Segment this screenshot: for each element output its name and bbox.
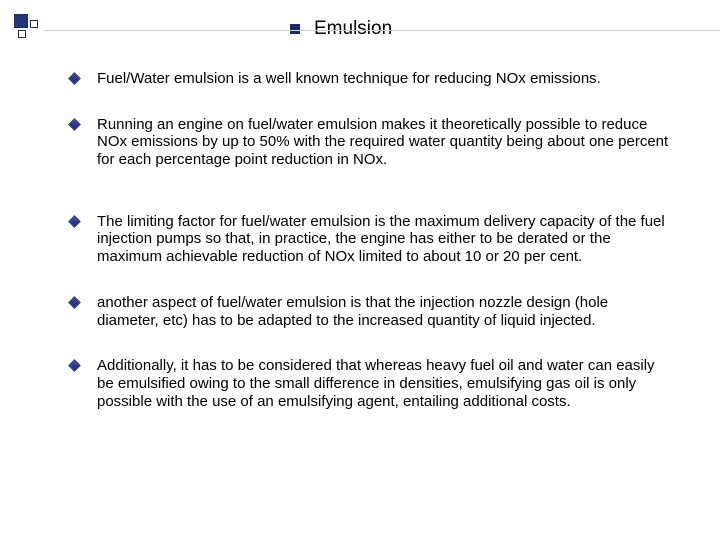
diamond-bullet-icon: [68, 359, 81, 372]
diamond-bullet-icon: [68, 118, 81, 131]
list-item: another aspect of fuel/water emulsion is…: [70, 294, 670, 329]
corner-square-large: [14, 14, 28, 28]
list-item: Fuel/Water emulsion is a well known tech…: [70, 70, 670, 88]
body: Fuel/Water emulsion is a well known tech…: [40, 70, 680, 410]
list-item-text: Fuel/Water emulsion is a well known tech…: [97, 70, 601, 88]
horizontal-rule: [44, 30, 720, 31]
list-item-text: Running an engine on fuel/water emulsion…: [97, 116, 670, 169]
list-item-text: Additionally, it has to be considered th…: [97, 357, 670, 410]
list-item: Additionally, it has to be considered th…: [70, 357, 670, 410]
diamond-bullet-icon: [68, 72, 81, 85]
corner-square-small-1: [18, 30, 26, 38]
title-row: Emulsion: [290, 18, 680, 40]
list-item-text: The limiting factor for fuel/water emuls…: [97, 213, 670, 266]
slide: Emulsion Fuel/Water emulsion is a well k…: [0, 0, 720, 540]
list-item-text: another aspect of fuel/water emulsion is…: [97, 294, 670, 329]
corner-decoration: [14, 14, 42, 42]
list-item: The limiting factor for fuel/water emuls…: [70, 213, 670, 266]
slide-title: Emulsion: [314, 18, 392, 40]
list-item: Running an engine on fuel/water emulsion…: [70, 116, 670, 169]
diamond-bullet-icon: [68, 296, 81, 309]
square-bullet-icon: [290, 24, 300, 34]
diamond-bullet-icon: [68, 215, 81, 228]
corner-square-small-2: [30, 20, 38, 28]
